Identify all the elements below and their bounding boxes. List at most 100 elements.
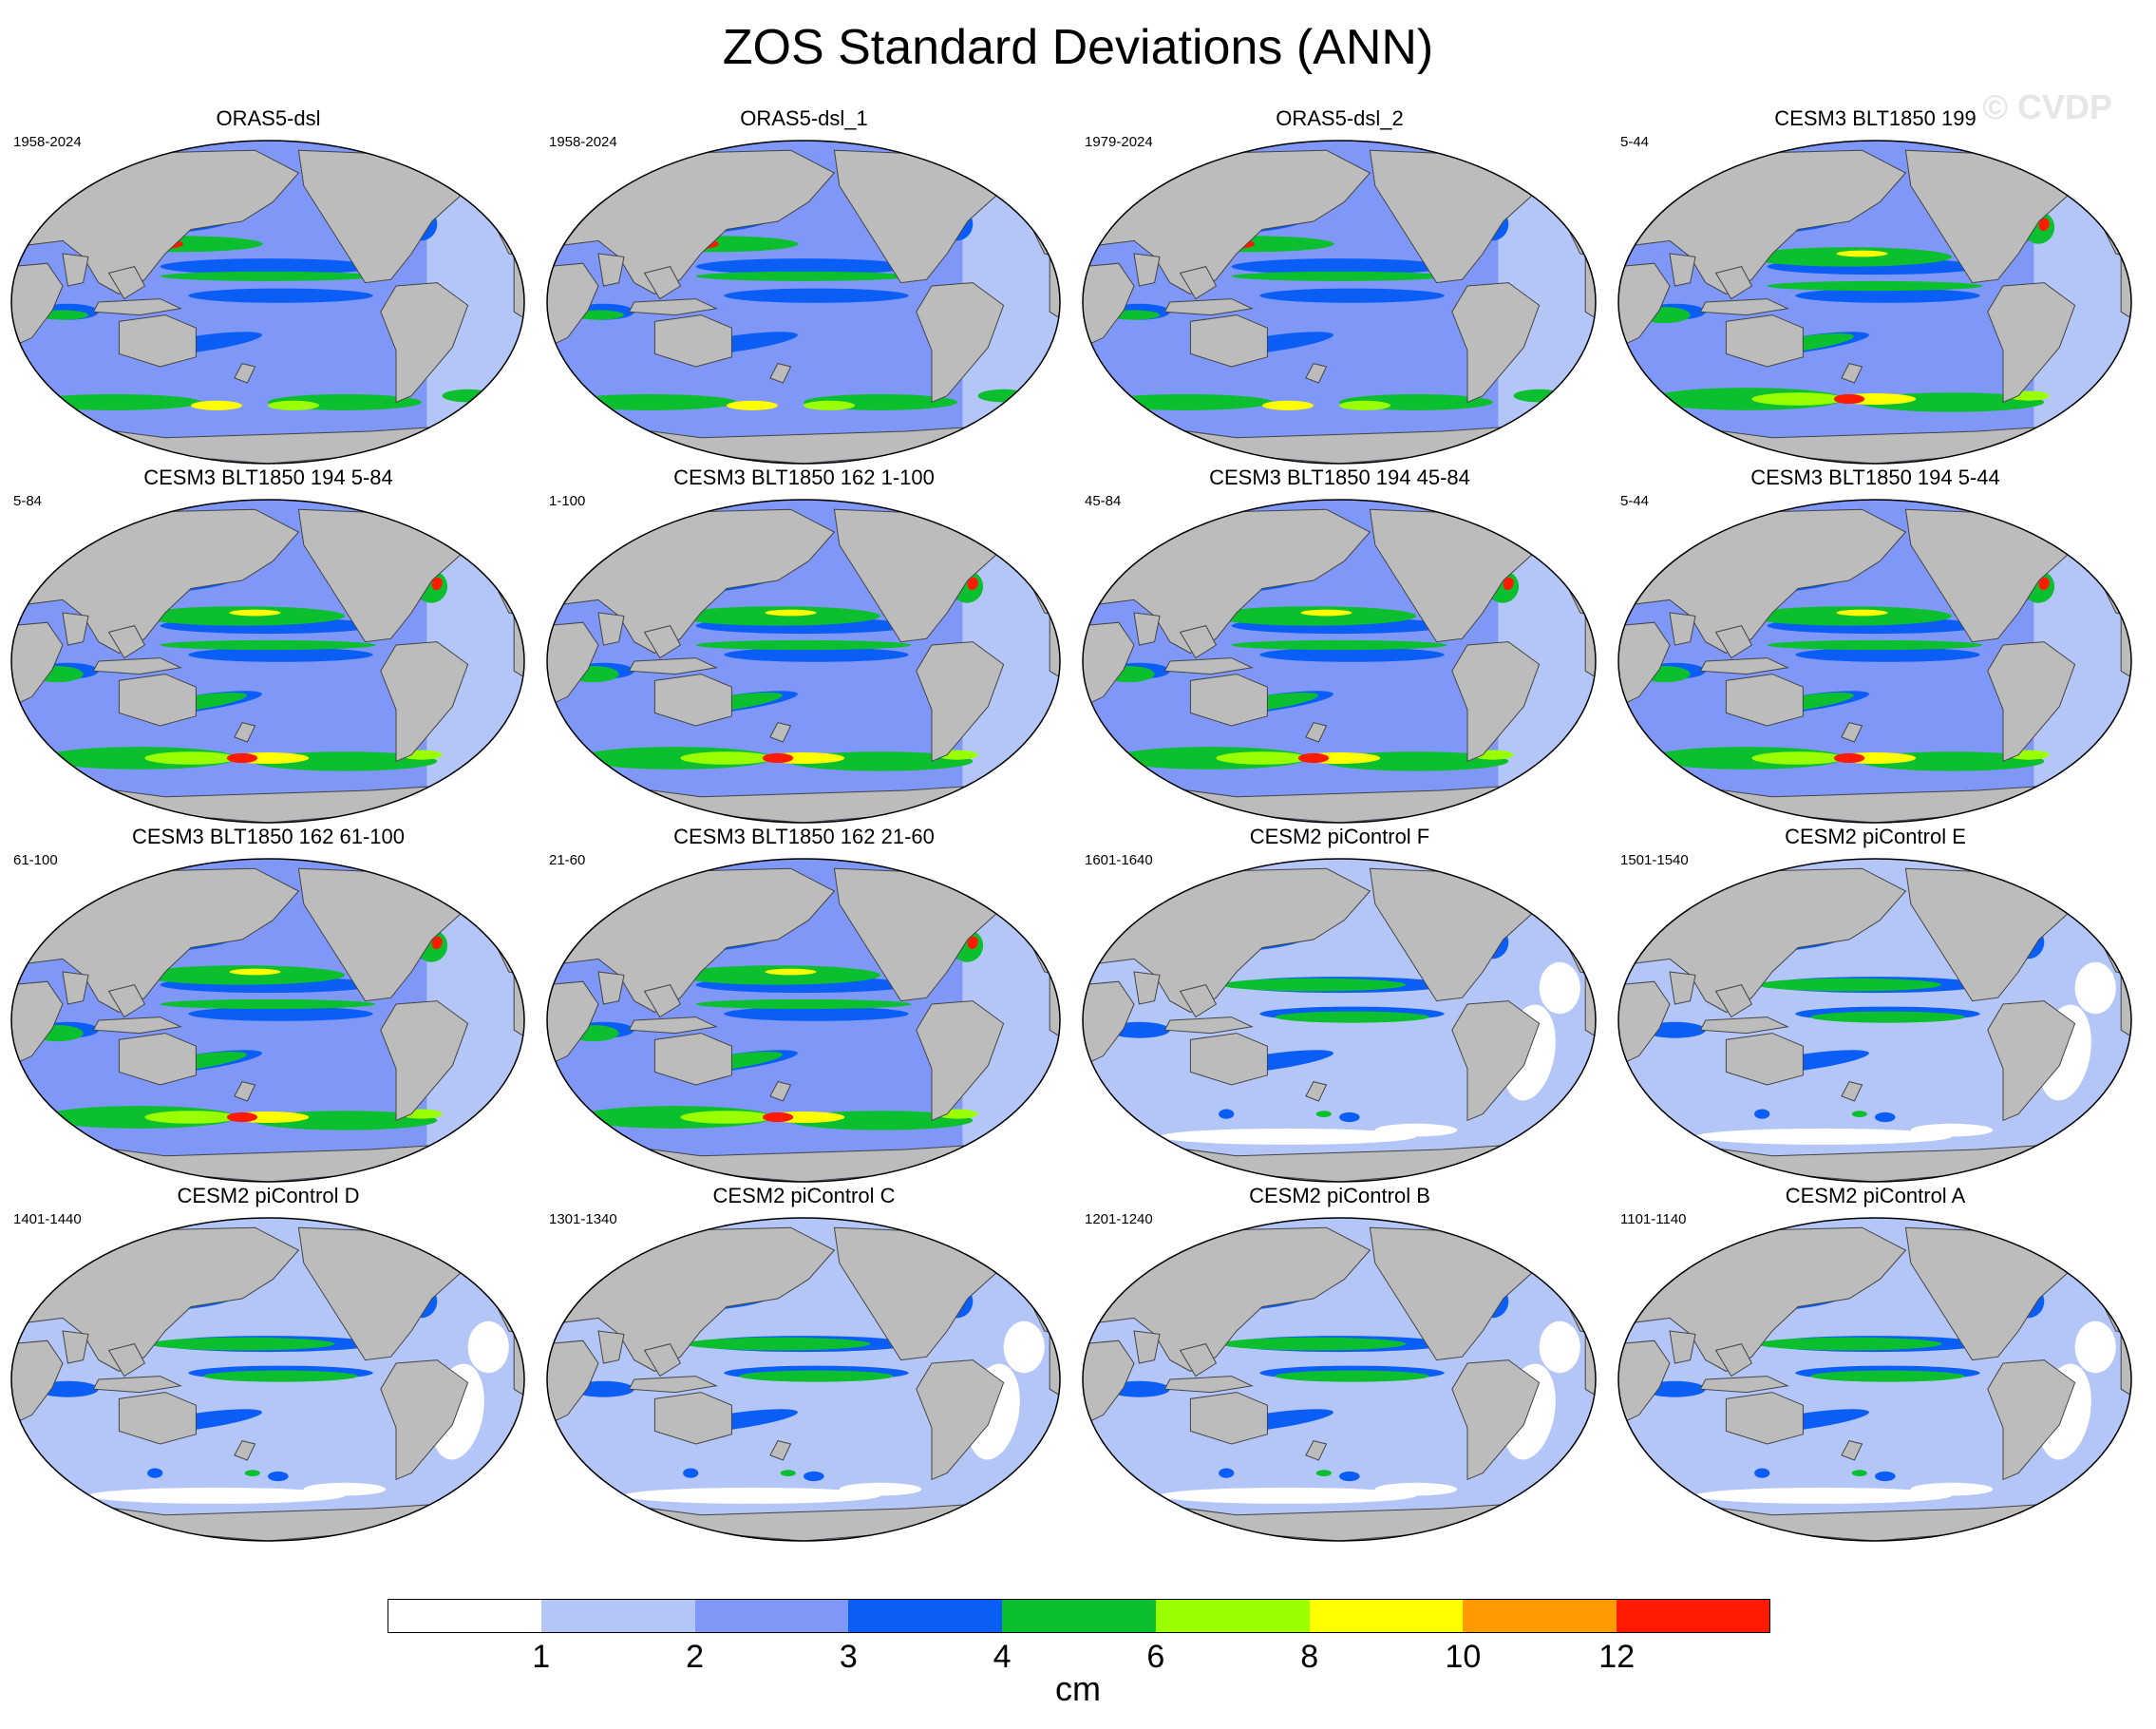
map-panel: ORAS5-dsl_2 1979-2024: [1071, 106, 1608, 467]
land-africa: [1083, 621, 1135, 708]
variability-patch: [1751, 392, 1844, 406]
land-seasia: [107, 266, 146, 300]
colorbar-box: [1617, 1599, 1771, 1633]
land-africa: [11, 980, 64, 1067]
map-outline: [10, 499, 525, 824]
map-panel: CESM2 piControl F 1601-1640: [1071, 825, 1608, 1186]
variability-patch: [1795, 288, 1980, 303]
land-greenland: [462, 1220, 505, 1251]
land-indonesia: [92, 1376, 182, 1394]
land-greenland: [1533, 1220, 1577, 1251]
colorbar-tick-label: 3: [839, 1639, 858, 1675]
map-outline: [546, 1217, 1061, 1542]
panel-title: ORAS5-dsl_1: [740, 106, 868, 130]
variability-patch: [303, 1482, 387, 1496]
map-panel: CESM2 piControl D 1401-1440: [0, 1184, 537, 1545]
land-australia: [1189, 1033, 1268, 1086]
panel-title: CESM3 BLT1850 199: [1774, 106, 1976, 130]
land-indonesia: [628, 657, 718, 675]
variability-patch: [1751, 751, 1844, 765]
variability-patch: [1747, 606, 1952, 626]
land-indonesia: [92, 1016, 182, 1035]
colorbar-box: [1463, 1599, 1617, 1633]
land-nz: [1841, 722, 1863, 743]
land-samerica: [1451, 641, 1541, 763]
land-africa: [1083, 980, 1135, 1067]
land-samerica: [1451, 1359, 1541, 1481]
land-seasia: [107, 984, 146, 1018]
variability-patch: [27, 393, 201, 410]
variability-patch: [1231, 271, 1447, 281]
variability-patch: [1220, 978, 1407, 992]
variability-patch: [1539, 961, 1580, 1015]
panel-period: 1301-1340: [549, 1211, 617, 1227]
variability-patch: [1374, 1482, 1458, 1496]
variability-patch: [188, 1006, 373, 1021]
land-indonesia: [92, 298, 182, 316]
land-greenland: [2069, 502, 2112, 533]
variability-patch: [1851, 1470, 1867, 1476]
land-australia: [653, 1033, 732, 1086]
panel-title: CESM2 piControl F: [1249, 825, 1430, 848]
panel-period: 1401-1440: [13, 1211, 82, 1227]
land-greenland: [2069, 142, 2112, 174]
panel-period: 1201-1240: [1085, 1211, 1153, 1227]
variability-patch: [695, 271, 912, 281]
land-australia: [1725, 314, 1804, 368]
variability-patch: [188, 647, 373, 662]
map-panel: CESM3 BLT1850 194 5-84 5-84: [0, 466, 537, 826]
land-samerica: [916, 1359, 1005, 1481]
land-greenland: [997, 502, 1041, 533]
variability-patch: [226, 1112, 258, 1123]
variability-patch: [1300, 609, 1352, 617]
land-samerica: [916, 282, 1005, 404]
map-outline: [546, 499, 1061, 824]
variability-patch: [268, 1471, 289, 1482]
land-indonesia: [628, 298, 718, 316]
variability-patch: [191, 400, 242, 410]
variability-patch: [1262, 400, 1314, 410]
variability-patch: [140, 606, 345, 626]
variability-patch: [765, 968, 817, 976]
colorbar-box: [694, 1599, 849, 1633]
land-samerica: [1987, 1000, 2076, 1122]
variability-patch: [1220, 1337, 1407, 1351]
land-nz: [1305, 363, 1328, 384]
land-nz: [1305, 1081, 1328, 1102]
variability-patch: [1836, 609, 1888, 617]
land-australia: [1725, 1033, 1804, 1086]
variability-patch: [1539, 1320, 1580, 1374]
panel-title: CESM2 piControl A: [1785, 1184, 1966, 1207]
land-greenland: [997, 142, 1041, 174]
land-seasia: [107, 1343, 146, 1378]
land-india: [1133, 1330, 1161, 1364]
land-seasia: [1179, 984, 1218, 1018]
map-outline: [10, 140, 525, 465]
land-nz: [234, 1081, 256, 1102]
land-australia: [1725, 1392, 1804, 1445]
map-outline: [10, 858, 525, 1183]
colorbar-box: [1155, 1599, 1311, 1633]
land-nz: [234, 363, 256, 384]
land-indonesia: [1163, 298, 1254, 316]
map-outline: [1617, 858, 2132, 1183]
map-svg: [546, 858, 1061, 1183]
map-svg: [10, 499, 525, 824]
land-indonesia: [1163, 1376, 1254, 1394]
land-africa: [547, 262, 599, 349]
variability-patch: [144, 751, 237, 765]
variability-patch: [683, 1468, 699, 1478]
land-samerica: [1987, 1359, 2076, 1481]
map-svg: [546, 499, 1061, 824]
land-greenland: [1533, 142, 1577, 174]
land-indonesia: [1163, 657, 1254, 675]
variability-patch: [1297, 752, 1330, 764]
variability-patch: [762, 752, 794, 764]
variability-patch: [1810, 1370, 1965, 1382]
land-greenland: [1533, 861, 1577, 892]
land-nz: [1841, 363, 1863, 384]
colorbar-box: [540, 1599, 696, 1633]
colorbar-tick-label: 1: [532, 1639, 551, 1675]
panel-period: 1958-2024: [549, 134, 617, 150]
land-india: [62, 971, 89, 1005]
